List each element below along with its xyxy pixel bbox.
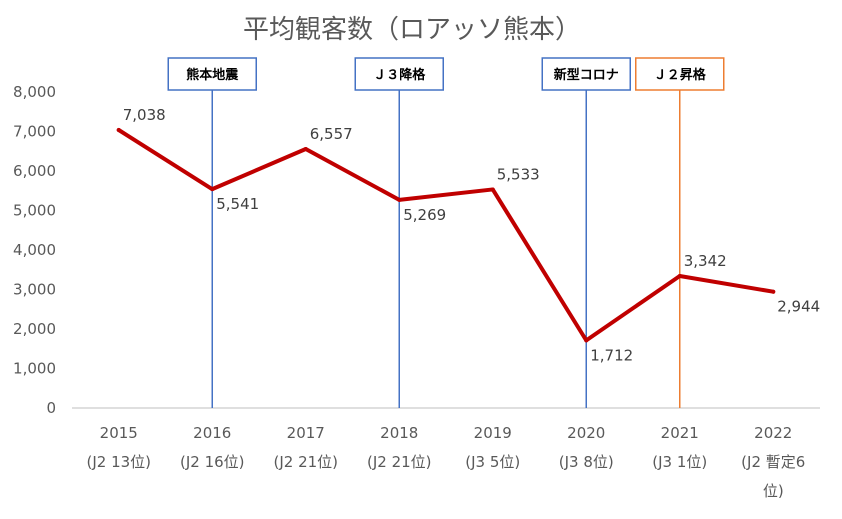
chart-title: 平均観客数（ロアッソ熊本） <box>243 15 581 45</box>
y-tick-label: 8,000 <box>13 83 56 101</box>
data-point <box>490 187 495 192</box>
x-tick-label: 2022 <box>754 424 792 442</box>
data-point <box>303 146 308 151</box>
event-label: 新型コロナ <box>554 67 619 83</box>
y-tick-label: 6,000 <box>13 162 56 180</box>
y-tick-label: 4,000 <box>13 241 56 259</box>
x-tick-sublabel: (J2 暫定6 <box>741 453 805 471</box>
data-point <box>584 338 589 343</box>
data-point <box>771 289 776 294</box>
data-label: 5,541 <box>216 195 259 213</box>
data-label: 3,342 <box>684 252 727 270</box>
y-tick-label: 1,000 <box>13 360 56 378</box>
data-label: 2,944 <box>777 298 820 316</box>
y-tick-label: 5,000 <box>13 202 56 220</box>
data-point <box>210 187 215 192</box>
data-point <box>397 197 402 202</box>
x-tick-label: 2020 <box>567 424 605 442</box>
x-tick-sublabel: (J2 13位) <box>86 453 151 471</box>
x-tick-label: 2021 <box>661 424 699 442</box>
data-labels: 7,038 5,541 6,557 5,269 5,533 1,712 3,342 2,944 <box>123 106 820 364</box>
x-tick-sublabel: (J2 16位) <box>180 453 245 471</box>
data-label: 6,557 <box>310 125 353 143</box>
x-tick-sublabel: 位) <box>763 482 784 500</box>
series <box>116 127 776 343</box>
x-tick-label: 2015 <box>100 424 138 442</box>
data-label: 5,269 <box>403 206 446 224</box>
x-tick-sublabel: (J3 8位) <box>559 453 614 471</box>
x-tick-sublabel: (J2 21位) <box>273 453 338 471</box>
event-label: 熊本地震 <box>186 67 239 83</box>
y-tick-label: 2,000 <box>13 320 56 338</box>
data-point <box>677 273 682 278</box>
y-tick-label: 0 <box>46 399 56 417</box>
x-tick-label: 2017 <box>287 424 325 442</box>
y-tick-label: 3,000 <box>13 281 56 299</box>
x-tick-label: 2016 <box>193 424 231 442</box>
data-label: 7,038 <box>123 106 166 124</box>
x-tick-sublabel: (J2 21位) <box>367 453 432 471</box>
series-line <box>116 127 776 343</box>
event-markers: 熊本地震 Ｊ３降格 新型コロナ Ｊ２昇格 <box>167 57 725 408</box>
event-label: Ｊ３降格 <box>373 67 426 83</box>
x-tick-label: 2019 <box>474 424 512 442</box>
event-box <box>167 57 257 91</box>
x-tick-label: 2018 <box>380 424 418 442</box>
event-box <box>541 57 631 91</box>
data-label: 5,533 <box>497 165 540 183</box>
event-box <box>354 57 444 91</box>
axes: 0 1,000 2,000 3,000 4,000 5,000 6,000 7,000 8,00… <box>13 83 820 500</box>
x-tick-sublabel: (J3 5位) <box>465 453 520 471</box>
y-tick-label: 7,000 <box>13 123 56 141</box>
data-label: 1,712 <box>590 346 633 364</box>
data-point <box>116 127 121 132</box>
event-label: Ｊ２昇格 <box>654 67 707 83</box>
event-box <box>635 57 725 91</box>
x-tick-sublabel: (J3 1位) <box>652 453 707 471</box>
